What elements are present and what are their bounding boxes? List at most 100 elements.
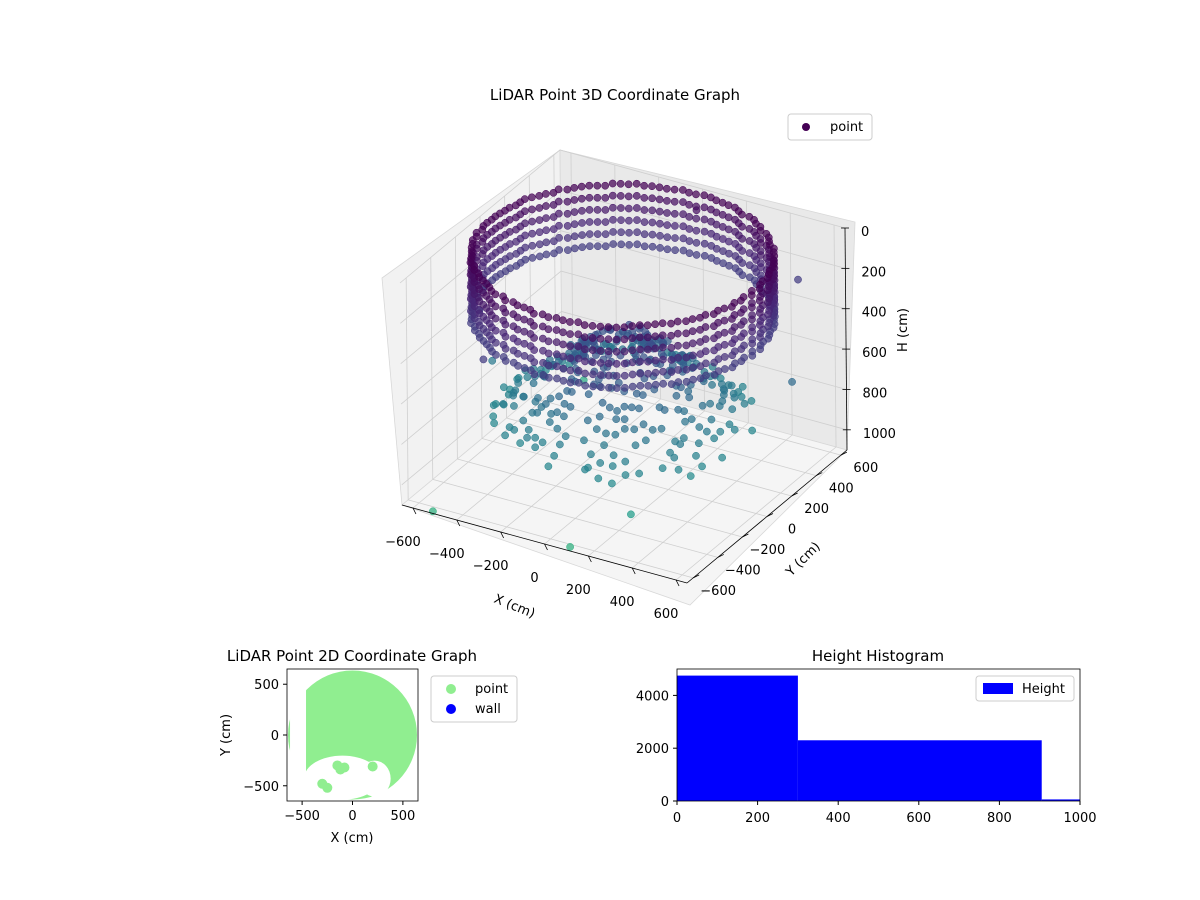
point-3d (574, 342, 583, 351)
point-3d (663, 233, 672, 242)
point-3d (728, 405, 737, 414)
point-3d (528, 241, 537, 250)
point-3d (530, 334, 538, 342)
point-3d (640, 230, 649, 239)
points-3d (429, 179, 802, 551)
point-3d (585, 230, 594, 238)
point-3d (531, 443, 540, 452)
point-3d (608, 179, 617, 188)
point-3d (489, 412, 498, 421)
point-3d (580, 333, 589, 342)
point-3d (549, 213, 558, 221)
point-3d (658, 343, 667, 352)
point-3d (667, 331, 675, 340)
point-3d (530, 309, 538, 318)
point-3d (528, 254, 537, 262)
point-3d (601, 206, 610, 214)
point-3d (616, 192, 625, 200)
grid-line-y (432, 479, 718, 558)
point-3d (740, 399, 749, 408)
x-tick-3d (456, 519, 461, 527)
point-3d (601, 181, 610, 190)
point-3d (658, 331, 667, 340)
point-3d (559, 364, 568, 373)
point-3d (671, 222, 679, 230)
point-3d (709, 310, 718, 318)
point-3d (655, 183, 664, 192)
point-3d (581, 381, 590, 390)
point-3d (555, 392, 563, 401)
point-3d (700, 203, 709, 212)
point-3d (724, 201, 733, 210)
x-tick-label-3d: 600 (654, 607, 679, 622)
point-3d (643, 333, 652, 342)
point-3d (601, 218, 610, 226)
point-3d (718, 453, 726, 462)
point-3d (523, 433, 531, 442)
point-3d (727, 381, 736, 390)
point-3d (755, 296, 764, 305)
point-3d (620, 335, 629, 344)
point-3d (620, 402, 629, 411)
point-3d (671, 246, 679, 255)
point-3d (700, 191, 709, 200)
point-3d (725, 249, 733, 258)
point-3d (682, 329, 690, 338)
point-3d (720, 304, 729, 313)
point-3d (608, 479, 616, 488)
point-3d (640, 194, 649, 202)
point-3d (605, 403, 614, 412)
point-3d (559, 328, 567, 337)
point-3d (730, 393, 739, 402)
point-3d (692, 190, 700, 199)
point-3d (577, 182, 586, 191)
point-3d (542, 202, 550, 210)
point-3d (535, 192, 544, 200)
point-3d (491, 302, 500, 311)
y-tick-label-2d: 0 (271, 729, 279, 744)
point-3d (720, 353, 729, 361)
point-3d (720, 328, 729, 337)
point-3d (542, 226, 551, 235)
point-3d (682, 317, 690, 326)
point-3d (670, 209, 679, 218)
point-3d (544, 337, 553, 346)
point-3d (682, 353, 691, 362)
point-3d (674, 366, 683, 374)
point-3d (663, 197, 671, 205)
point-3d (673, 317, 682, 326)
point-3d (570, 220, 579, 229)
z-tick-label-3d: 0 (861, 225, 869, 240)
chart-2d: LiDAR Point 2D Coordinate Graph −500 0 500… (219, 647, 518, 846)
grid-line-y (457, 458, 743, 538)
point-3d (737, 321, 745, 329)
point-3d (692, 226, 701, 235)
point-3d (620, 425, 629, 433)
point-3d (644, 357, 652, 366)
histogram-bars (677, 675, 1080, 801)
point-3d (710, 370, 719, 379)
points-2d (288, 669, 417, 801)
y-tick-label-3d: 0 (788, 523, 796, 538)
point-3d (612, 335, 621, 344)
point-3d (581, 357, 589, 366)
point-3d (636, 345, 644, 354)
z-tick-label-3d: 200 (861, 265, 886, 280)
point-3d (570, 244, 579, 253)
legend-marker-point (802, 123, 810, 131)
y-tick-label-3d: 200 (804, 502, 829, 517)
point-3d (632, 192, 641, 200)
x-tick-label-hist: 800 (987, 811, 1012, 826)
point-3d (556, 440, 564, 449)
point-3d (631, 441, 640, 450)
point-3d (593, 193, 602, 202)
point-3d (491, 290, 500, 299)
point-3d (636, 333, 644, 342)
point-3d (584, 390, 593, 399)
point-3d (748, 339, 757, 348)
point-3d (748, 315, 756, 324)
point-3d (553, 374, 561, 383)
point-3d (633, 216, 641, 224)
point-3d (617, 240, 626, 249)
